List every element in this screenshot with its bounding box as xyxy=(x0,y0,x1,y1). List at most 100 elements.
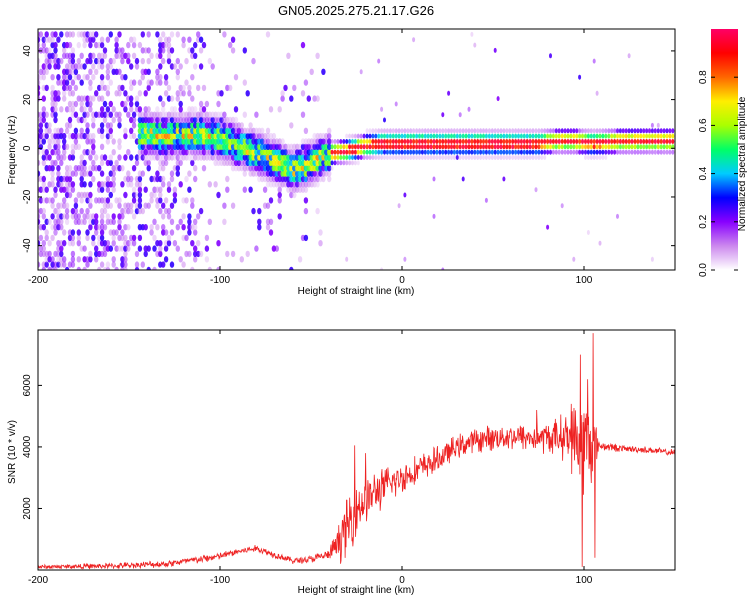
spectrogram-cell xyxy=(452,133,456,139)
spectrogram-cell xyxy=(268,229,274,236)
spectrogram-cell xyxy=(592,144,596,150)
spectrogram-cell xyxy=(198,100,204,108)
spectrogram-cell xyxy=(546,128,550,134)
spectrogram-cell xyxy=(108,132,114,140)
spectrogram-cell xyxy=(345,155,349,160)
spectrogram-cell xyxy=(566,128,570,134)
spectrogram-cell xyxy=(586,133,590,139)
spectrogram-cell xyxy=(88,154,93,161)
spectrogram-cell xyxy=(616,144,619,150)
spectrogram-cell xyxy=(368,133,372,139)
spectrogram-cell xyxy=(522,155,526,160)
spectrogram-cell xyxy=(426,149,430,155)
spectrogram-cell xyxy=(38,127,44,134)
spectrogram-cell xyxy=(502,176,506,182)
spectrogram-cell xyxy=(94,90,99,97)
spectrogram-cell xyxy=(76,256,82,263)
spectrogram-cell xyxy=(528,139,532,144)
spectrogram-cell xyxy=(201,84,207,92)
spectrogram-cell xyxy=(377,149,381,155)
spectrogram-cell xyxy=(50,181,55,188)
spectrogram-cell xyxy=(108,100,114,108)
spectrogram-cell xyxy=(184,234,189,242)
spectrogram-cell xyxy=(575,144,579,150)
spectrogram-cell xyxy=(163,90,169,97)
spectrogram-ytick-label: 0 xyxy=(22,145,33,151)
spectrogram-cell xyxy=(528,128,532,134)
spectrogram-cell xyxy=(76,41,82,49)
spectrogram-cell xyxy=(429,139,433,144)
spectrogram-cell xyxy=(70,79,76,86)
spectrogram-cell xyxy=(650,133,654,139)
spectrogram-cell xyxy=(41,106,46,113)
spectrogram-cell xyxy=(426,133,430,139)
spectrogram-cell xyxy=(592,128,596,134)
spectrogram-cell xyxy=(99,213,105,220)
spectrogram-cell xyxy=(280,95,285,102)
spectrogram-cell xyxy=(578,74,582,80)
spectrogram-cell xyxy=(117,218,122,225)
spectrogram-cell xyxy=(131,213,137,220)
spectrogram-cell xyxy=(230,250,236,258)
spectrogram-cell xyxy=(53,191,58,199)
spectrogram-cell xyxy=(461,155,465,160)
spectrogram-cell xyxy=(99,170,105,177)
spectrogram-cell xyxy=(549,139,552,144)
spectrogram-cell xyxy=(137,175,143,183)
spectrogram-cell xyxy=(601,133,605,139)
spectrogram-cell xyxy=(262,186,268,193)
spectrogram-cell xyxy=(129,100,134,108)
spectrogram-cell xyxy=(549,133,552,139)
spectrogram-cell xyxy=(268,218,274,225)
spectrogram-cell xyxy=(88,84,93,92)
spectrogram-cell xyxy=(140,31,145,38)
spectrogram-cell xyxy=(79,100,84,108)
spectrogram-cell xyxy=(639,149,643,155)
spectrogram-cell xyxy=(441,133,445,139)
spectrogram-cell xyxy=(659,133,663,139)
spectrogram-cell xyxy=(432,128,436,134)
spectrogram-cells xyxy=(38,31,675,270)
spectrogram-cell xyxy=(551,144,555,150)
spectrogram-cell xyxy=(671,149,675,155)
spectrogram-cell xyxy=(429,133,433,139)
spectrogram-cell xyxy=(549,128,552,134)
spectrogram-cell xyxy=(412,139,416,144)
spectrogram-cell xyxy=(222,218,227,225)
spectrogram-cell xyxy=(330,155,334,160)
spectrogram-cell xyxy=(656,128,660,134)
spectrogram-cell xyxy=(303,186,309,193)
spectrogram-cell xyxy=(134,100,140,108)
spectrogram-cell xyxy=(73,127,79,134)
spectrogram-cell xyxy=(412,128,416,134)
spectrogram-cell xyxy=(143,186,148,193)
spectrogram-cell xyxy=(403,256,407,262)
spectrogram-cell xyxy=(397,149,401,155)
spectrogram-cell xyxy=(277,106,282,113)
spectrogram-cell xyxy=(353,144,357,150)
spectrogram-cell xyxy=(134,63,140,70)
spectrogram-cell xyxy=(514,149,518,155)
spectrogram-cell xyxy=(342,149,346,155)
spectrogram-cell xyxy=(300,111,306,118)
spectrogram-cell xyxy=(639,139,643,144)
spectrogram-cell xyxy=(175,68,180,76)
spectrogram-cell xyxy=(155,68,160,76)
spectrogram-cell xyxy=(336,144,340,150)
spectrogram-cell xyxy=(289,95,294,102)
spectrogram-cell xyxy=(508,133,512,139)
spectrogram-cell xyxy=(193,218,198,225)
spectrogram-cell xyxy=(394,139,398,144)
spectrogram-cell xyxy=(134,261,140,268)
spectrogram-cell xyxy=(59,127,64,134)
spectrogram-cell xyxy=(327,159,332,167)
spectrogram-cell xyxy=(549,53,552,59)
spectrogram-cell xyxy=(607,144,611,150)
spectrogram-cell xyxy=(458,133,462,139)
spectrogram-cell xyxy=(265,31,271,38)
spectrogram-cell xyxy=(435,139,439,144)
spectrogram-cell xyxy=(618,139,622,144)
spectrogram-cell xyxy=(178,63,183,70)
spectrogram-cell xyxy=(499,133,503,139)
spectrogram-cell xyxy=(645,139,649,144)
